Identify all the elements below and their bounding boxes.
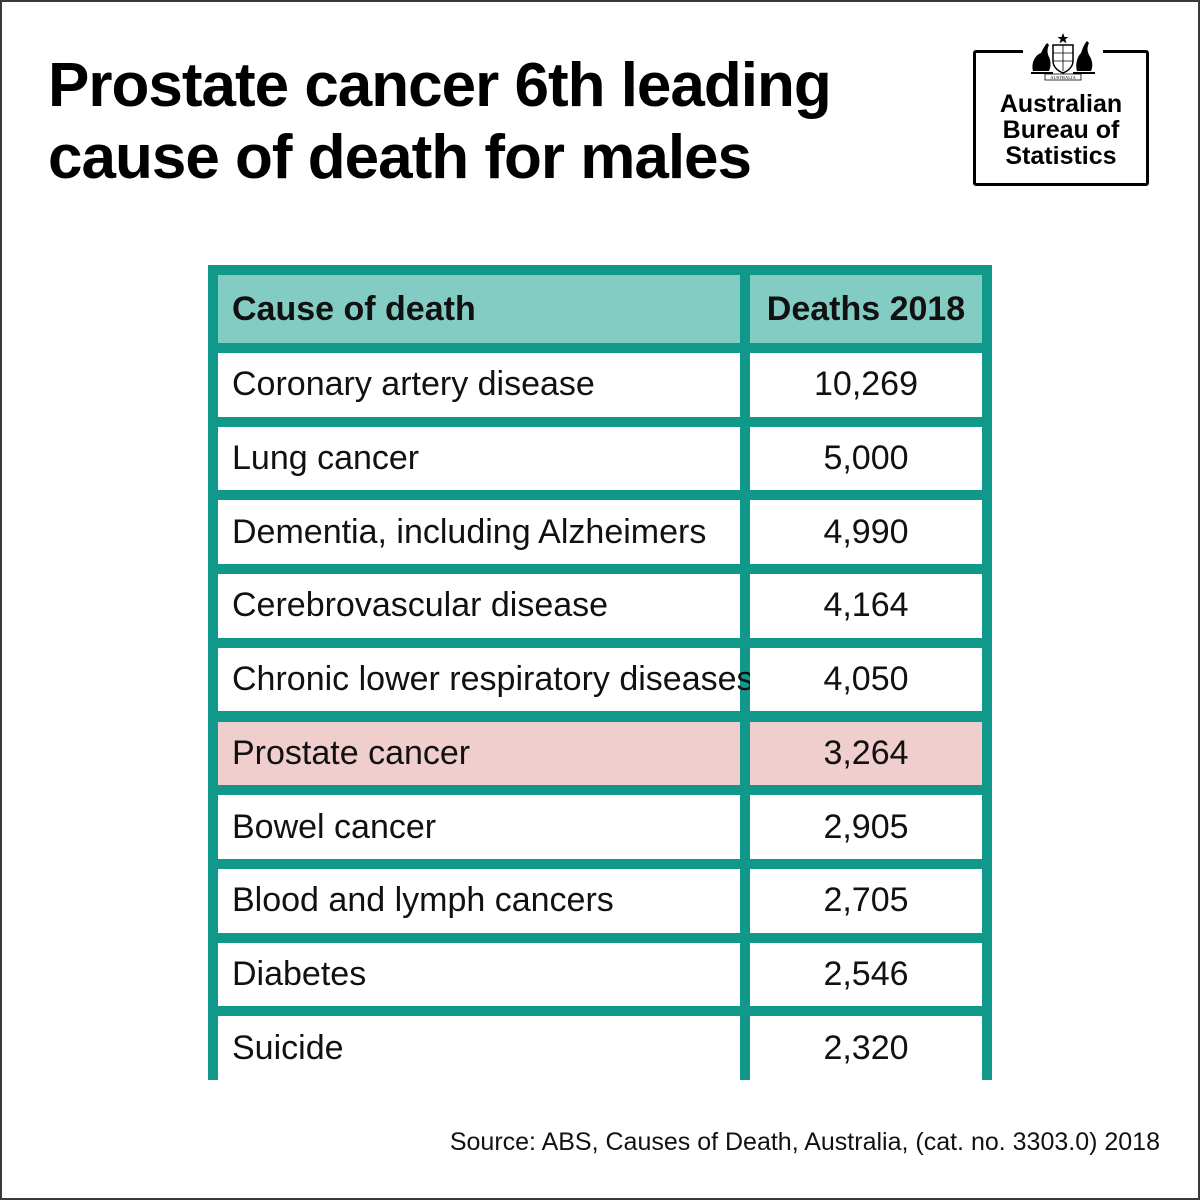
row-cause: Cerebrovascular disease bbox=[218, 574, 740, 638]
row-cause: Lung cancer bbox=[218, 426, 740, 491]
row-deaths: 3,264 bbox=[750, 721, 982, 786]
source-note: Source: ABS, Causes of Death, Australia,… bbox=[449, 1128, 1160, 1156]
logo-line-2: Bureau of bbox=[1002, 116, 1120, 144]
abs-logo: AUSTRALIA Australian Bureau of Statistic… bbox=[973, 31, 1149, 186]
logo-line-3: Statistics bbox=[1005, 142, 1117, 170]
row-deaths: 4,990 bbox=[750, 500, 982, 565]
row-deaths: 5,000 bbox=[750, 426, 982, 491]
row-deaths: 4,050 bbox=[750, 647, 982, 712]
header-cause-of-death: Cause of death bbox=[218, 275, 740, 343]
row-deaths: 2,546 bbox=[750, 942, 982, 1007]
row-cause: Chronic lower respiratory diseases bbox=[218, 647, 754, 712]
row-deaths: 2,905 bbox=[750, 795, 982, 859]
title-line-2: cause of death for males bbox=[48, 123, 752, 192]
page-title: Prostate cancer 6th leading cause of dea… bbox=[48, 50, 928, 194]
deaths-table: Cause of death Deaths 2018 Coronary arte… bbox=[208, 265, 992, 1080]
row-deaths: 4,164 bbox=[750, 574, 982, 638]
row-deaths: 10,269 bbox=[750, 353, 982, 417]
crest-label: AUSTRALIA bbox=[1050, 75, 1076, 80]
header-deaths-2018: Deaths 2018 bbox=[750, 275, 982, 343]
row-cause: Diabetes bbox=[218, 942, 740, 1007]
row-cause: Blood and lymph cancers bbox=[218, 868, 740, 933]
row-deaths: 2,705 bbox=[750, 868, 982, 933]
row-cause: Bowel cancer bbox=[218, 795, 740, 859]
logo-wordmark: Australian Bureau of Statistics bbox=[976, 91, 1146, 169]
row-cause: Prostate cancer bbox=[218, 721, 740, 786]
logo-line-1: Australian bbox=[999, 90, 1123, 118]
title-line-1: Prostate cancer 6th leading bbox=[48, 51, 832, 120]
row-cause: Suicide bbox=[218, 1016, 740, 1080]
row-deaths: 2,320 bbox=[750, 1016, 982, 1080]
coat-of-arms-icon: AUSTRALIA bbox=[1023, 31, 1103, 81]
row-cause: Dementia, including Alzheimers bbox=[218, 500, 740, 565]
row-cause: Coronary artery disease bbox=[218, 353, 740, 417]
